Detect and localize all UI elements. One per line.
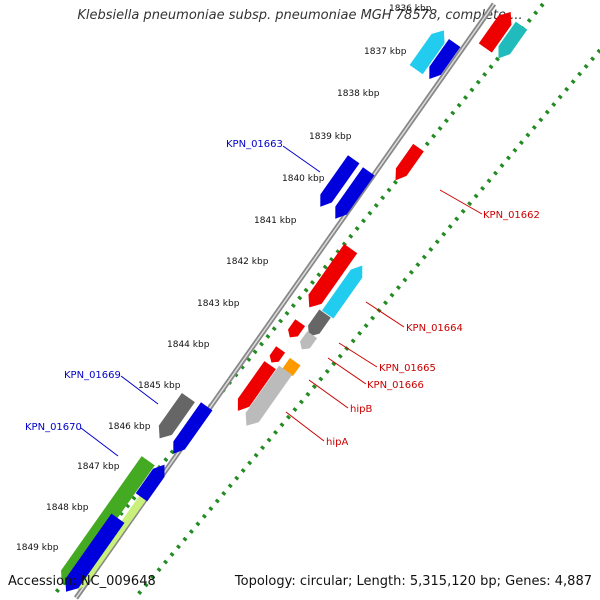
label-leaders [80,145,483,457]
gene-arrow[interactable] [335,167,375,219]
tick-label: 1845 kbp [138,381,181,391]
gene-arrow-kpn-01669[interactable] [158,392,195,439]
gene-arrow[interactable] [77,473,162,591]
gene-arrow-kpn-01662[interactable] [395,143,424,181]
tick-marks: 1836 kbp 1837 kbp 1838 kbp 1839 kbp 1840 kbp… [16,4,432,553]
gene-features [61,12,528,592]
gene-arrow-kpn-01666[interactable] [300,331,318,350]
summary-text: Topology: circular; Length: 5,315,120 bp… [234,574,592,589]
tick-label: 1848 kbp [46,503,89,513]
gene-label-kpn-01670[interactable]: KPN_01670 [25,422,82,433]
gene-label-hipb[interactable]: hipB [350,404,372,415]
tick-label: 1842 kbp [226,257,269,267]
gene-label-kpn-01669[interactable]: KPN_01669 [64,370,121,381]
gene-label-kpn-01666[interactable]: KPN_01666 [367,380,424,391]
scale-line-right [133,48,600,600]
gene-arrow[interactable] [308,309,331,337]
tick-label: 1843 kbp [197,299,240,309]
tick-label: 1846 kbp [108,422,151,432]
tick-label: 1836 kbp [389,4,432,14]
tick-label: 1844 kbp [167,340,210,350]
gene-arrow-hipb[interactable] [269,346,286,363]
gene-arrow-kpn-01664[interactable] [322,265,363,319]
scale-line-left [51,2,545,598]
gene-arrow[interactable] [429,38,461,79]
tick-label: 1849 kbp [16,543,59,553]
tick-label: 1837 kbp [364,47,407,57]
tick-label: 1841 kbp [254,216,297,226]
gene-arrow[interactable] [135,464,165,502]
gene-arrow-kpn-01663[interactable] [320,155,360,207]
tick-label: 1847 kbp [77,462,120,472]
gene-arrow[interactable] [498,21,528,59]
gene-arrow[interactable] [237,361,276,411]
gene-arrow-kpn-01665[interactable] [288,319,306,338]
gene-label-kpn-01662[interactable]: KPN_01662 [483,210,540,221]
gene-arrow[interactable] [65,513,125,592]
map-title: Klebsiella pneumoniae subsp. pneumoniae … [77,8,523,23]
tick-label: 1840 kbp [282,174,325,184]
gene-arrow-hipa[interactable] [245,365,293,426]
tick-label: 1838 kbp [337,89,380,99]
gene-arrow[interactable] [478,12,512,53]
gene-arrow[interactable] [409,30,445,75]
gene-label-kpn-01665[interactable]: KPN_01665 [379,363,436,374]
tick-label: 1839 kbp [309,132,352,142]
gene-arrow[interactable] [173,402,213,454]
accession-text: Accession: NC_009648 [8,574,156,589]
gene-label-kpn-01664[interactable]: KPN_01664 [406,323,463,334]
gene-label-hipa[interactable]: hipA [326,437,348,448]
gene-label-kpn-01663[interactable]: KPN_01663 [226,139,283,150]
gene-arrow[interactable] [308,243,358,308]
